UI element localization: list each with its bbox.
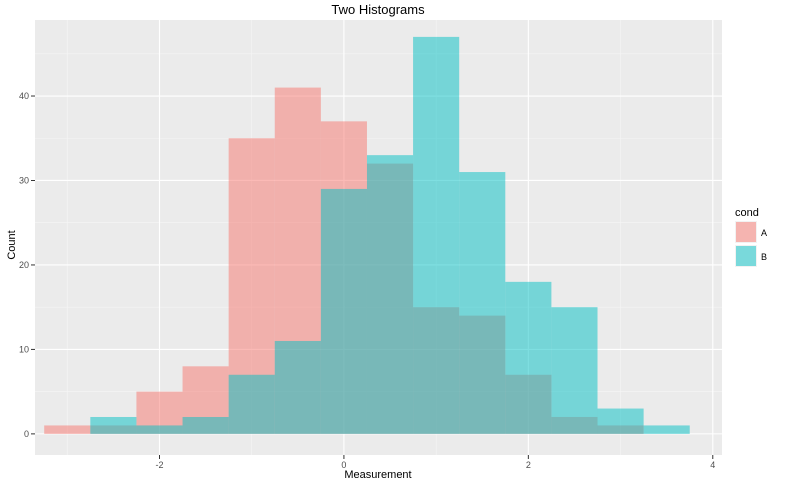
bar-b: [320, 188, 367, 434]
x-tick-label: -2: [155, 460, 163, 470]
bar-b: [597, 408, 644, 434]
chart-title: Two Histograms: [331, 2, 425, 17]
bar-b: [228, 374, 275, 434]
y-axis: 0 10 20 30 40: [19, 91, 35, 439]
series-b-bars: [90, 36, 690, 434]
bar-b: [182, 416, 229, 434]
y-tick-label: 40: [19, 91, 29, 101]
legend-key-b: [736, 246, 756, 266]
legend-title: cond: [735, 207, 759, 219]
legend-label-a: A: [761, 228, 767, 238]
x-tick-label: 2: [526, 460, 531, 470]
bar-b: [90, 416, 137, 434]
bar-b: [136, 425, 183, 434]
bar-b: [459, 172, 506, 434]
x-axis-label: Measurement: [344, 469, 411, 481]
y-tick-label: 0: [24, 429, 29, 439]
legend-items: AB: [735, 221, 767, 267]
bar-b: [505, 281, 552, 434]
legend-key-a: [736, 222, 756, 242]
bar-b: [413, 36, 460, 434]
y-tick-label: 10: [19, 344, 29, 354]
y-tick-label: 20: [19, 260, 29, 270]
y-tick-label: 30: [19, 175, 29, 185]
x-axis: -2 0 2 4: [155, 455, 715, 470]
x-tick-label: 0: [341, 460, 346, 470]
legend-label-b: B: [761, 252, 767, 262]
bar-b: [274, 340, 321, 434]
bar-a: [44, 425, 91, 434]
bar-b: [643, 425, 690, 434]
bar-b: [551, 307, 598, 434]
bar-b: [366, 155, 414, 434]
x-tick-label: 4: [710, 460, 715, 470]
legend: cond AB: [735, 207, 767, 267]
y-axis-label: Count: [6, 230, 18, 259]
